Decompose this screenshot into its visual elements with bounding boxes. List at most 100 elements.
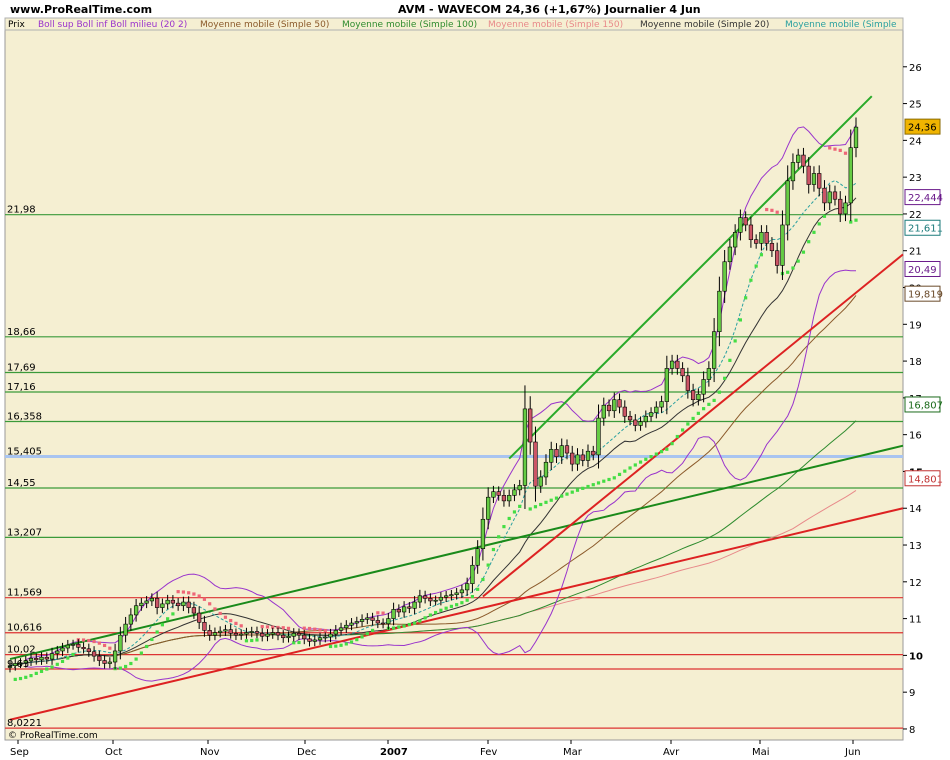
candle-body (7, 665, 13, 668)
sar-dot (786, 270, 790, 274)
legend-item: Moyenne mobile (Simple 150) (488, 20, 623, 30)
sar-dot (81, 638, 86, 642)
sar-dot (465, 598, 469, 602)
sar-dot (181, 590, 186, 594)
sar-dot (444, 606, 448, 610)
candle-body (328, 633, 333, 638)
sar-dot (549, 498, 553, 502)
level-lines (5, 214, 903, 729)
sar-dot (213, 607, 217, 611)
ma-short-line (9, 179, 857, 667)
x-tick-label: Oct (105, 747, 122, 758)
sar-dot (118, 666, 122, 670)
sar-dot (449, 604, 453, 608)
candle-body (154, 598, 160, 608)
y-tick-label: 24 (909, 136, 922, 147)
sar-dot (108, 646, 112, 650)
candle-body (790, 162, 796, 182)
candle-body (796, 154, 801, 163)
candle-body (176, 602, 181, 607)
candle-body (459, 589, 465, 594)
y-tick-label: 10 (909, 651, 923, 662)
candle-body (370, 617, 375, 621)
x-tick-label: Nov (200, 747, 220, 758)
sar-dot (439, 608, 443, 612)
candle-body (212, 632, 218, 636)
candle-body (202, 621, 207, 631)
candle-body (233, 633, 239, 636)
candle-body (401, 606, 407, 613)
sar-dot (518, 504, 522, 508)
sar-dot (250, 638, 254, 643)
sar-dot (728, 358, 732, 362)
price-badge-label: 24,36 (908, 123, 937, 134)
legend-item: Boll sup Boll inf Boll milieu (20 2) (38, 20, 187, 30)
y-tick-label: 21 (909, 247, 922, 258)
candle-body (701, 379, 706, 395)
sar-dot (18, 676, 23, 681)
sar-dot (586, 484, 590, 489)
level-label: 17,16 (7, 382, 36, 393)
candle-body (70, 644, 76, 646)
legend-bar (4, 17, 904, 31)
sar-dot (570, 490, 574, 494)
candle-body (843, 202, 848, 215)
candle-body (365, 617, 370, 620)
candle-body (118, 634, 123, 652)
y-tick-label: 13 (909, 541, 922, 552)
sar-dot (202, 597, 207, 601)
sar-dot (218, 611, 222, 616)
sar-dot (675, 434, 679, 439)
candle-body (759, 232, 764, 244)
candle-body (91, 651, 97, 657)
candle-body (491, 491, 496, 498)
sar-dot (659, 450, 664, 454)
sar-dot (749, 278, 753, 282)
candle-body (18, 662, 23, 665)
y-tick-label: 23 (909, 173, 922, 184)
sar-dot (765, 207, 769, 212)
sar-dot (402, 624, 406, 628)
candle-body (465, 583, 470, 591)
candle-body (501, 495, 507, 502)
legend-item: Moyenne mobile (Simple 50) (200, 20, 329, 30)
level-label: 10,02 (7, 645, 36, 656)
candle-body (170, 599, 176, 604)
candle-body (239, 633, 244, 636)
sar-dot (381, 611, 385, 615)
candle-body (39, 656, 44, 661)
level-label: 8,0221 (7, 718, 42, 729)
x-tick-label: Sep (10, 747, 29, 758)
site-url[interactable]: www.ProRealTime.com (10, 3, 152, 16)
candle-body (65, 644, 70, 649)
candle-body (296, 633, 302, 636)
candle-body (344, 624, 349, 629)
trend-lines (9, 95, 904, 721)
x-tick-label: Avr (663, 747, 680, 758)
sar-dot (124, 664, 128, 669)
candle-body (34, 658, 39, 661)
candle-body (139, 602, 144, 607)
sar-dot (554, 496, 559, 500)
sar-dot (355, 638, 359, 642)
price-badges: 24,36 22,444 21,611 20,49 19,819 16,807 14,801 (904, 118, 943, 487)
sar-dot (686, 422, 690, 426)
trend-line (508, 95, 873, 460)
candle-body (706, 368, 712, 380)
sar-dot (649, 455, 653, 459)
candle-body (643, 415, 648, 423)
price-badge (904, 470, 941, 487)
candle-body (323, 636, 328, 639)
candle-body (165, 599, 170, 605)
sar-dot (854, 218, 858, 222)
candle-body (564, 445, 570, 454)
candle-body (302, 634, 307, 640)
x-tick-label: Jun (844, 747, 861, 758)
sar-dot (234, 621, 238, 625)
sar-dot (297, 640, 301, 645)
legend: Boll sup Boll inf Boll milieu (20 2) Moye… (38, 20, 897, 30)
candle-body (838, 198, 843, 215)
sar-dot (680, 428, 685, 432)
candle-body (711, 331, 717, 369)
candle-body (412, 601, 417, 609)
